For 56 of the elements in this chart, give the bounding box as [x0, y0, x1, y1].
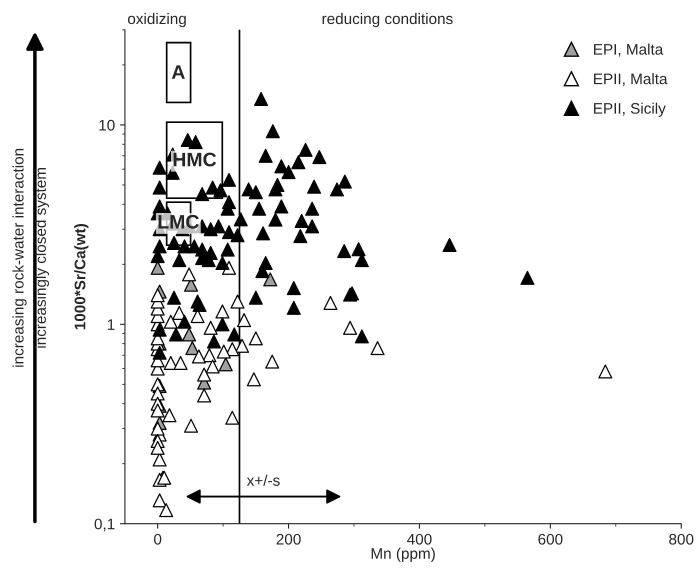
annotation: LMC [158, 214, 199, 229]
x-tick-label: 800 [669, 534, 694, 545]
point [164, 314, 178, 329]
annotation: HMC [174, 152, 216, 166]
point [265, 354, 280, 369]
point [246, 372, 261, 386]
point [182, 267, 196, 282]
y-axis-title: 1000*Sr/Ca(wt) [74, 224, 88, 330]
y-tick-label: 1 [108, 319, 114, 330]
y-tick-label: 10 [99, 120, 115, 131]
x-tick-label: 400 [407, 534, 432, 545]
point [216, 344, 231, 359]
point [206, 359, 220, 374]
point [263, 272, 278, 286]
point [370, 341, 385, 356]
point [225, 410, 240, 425]
point [162, 408, 176, 422]
point [150, 422, 165, 436]
point [218, 357, 233, 372]
point [215, 304, 230, 318]
point [237, 313, 252, 328]
legend-label: EPII, Malta [594, 73, 668, 86]
point [152, 493, 167, 508]
point [192, 349, 206, 364]
point [230, 294, 245, 309]
point [150, 288, 165, 302]
point [197, 388, 212, 402]
point [174, 356, 188, 370]
x-tick-label: 0 [154, 534, 162, 545]
text: oxidizing [128, 12, 186, 28]
point [185, 341, 200, 356]
text: increasingly closed system [34, 168, 49, 348]
point [182, 327, 196, 342]
point [343, 320, 358, 335]
point [184, 418, 198, 433]
text: increasing rock-water interaction [12, 148, 27, 367]
point [235, 338, 250, 353]
point [150, 440, 165, 455]
point [204, 320, 218, 335]
x-tick-label: 200 [276, 534, 301, 545]
x-axis-title: Mn (ppm) [372, 548, 435, 562]
legend-label: EPI, Malta [594, 44, 664, 57]
annotation: x+/-s [246, 474, 280, 486]
point [150, 403, 165, 418]
point [598, 364, 612, 379]
point [197, 368, 212, 382]
point [323, 296, 338, 310]
point [164, 356, 178, 370]
y-tick-label: 0,1 [94, 518, 114, 532]
point [248, 331, 263, 346]
legend-label: EPII, Sicily [594, 102, 666, 117]
point [159, 503, 174, 518]
text: reducing conditions [322, 12, 453, 28]
x-tick-label: 600 [538, 534, 562, 545]
annotation: A [172, 65, 185, 79]
point [202, 348, 216, 362]
